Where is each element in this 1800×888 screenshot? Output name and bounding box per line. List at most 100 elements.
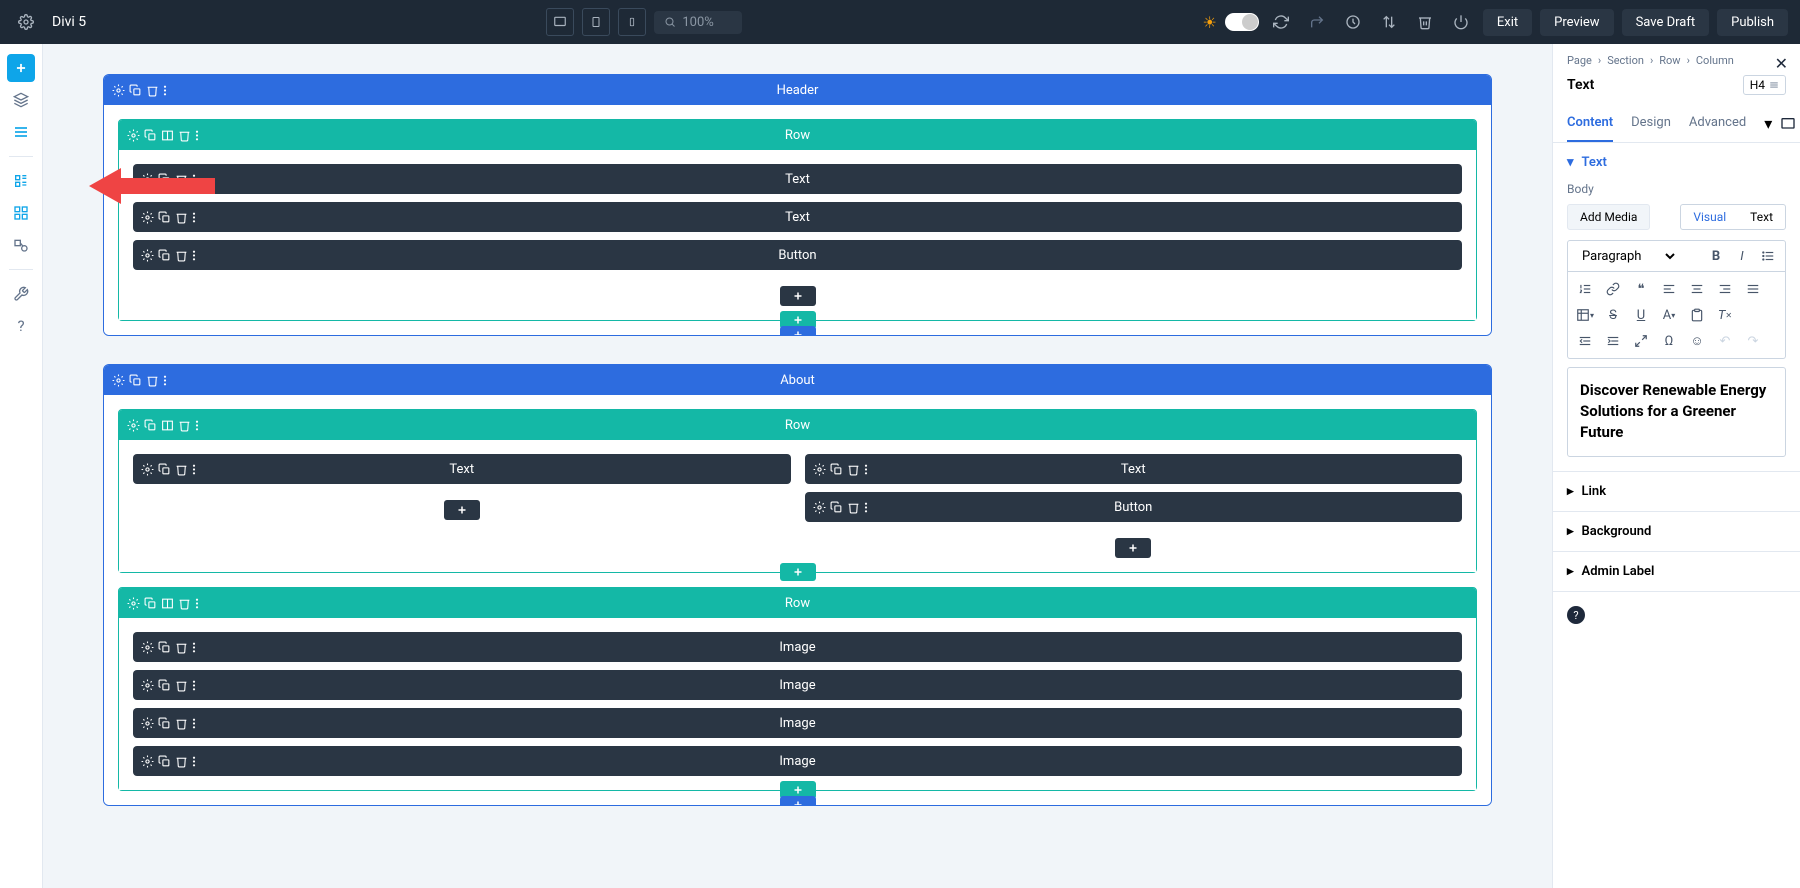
breadcrumb-item[interactable]: Column bbox=[1696, 54, 1734, 67]
more-icon[interactable] bbox=[195, 129, 199, 142]
delete-icon[interactable] bbox=[847, 463, 860, 476]
delete-icon[interactable] bbox=[178, 129, 191, 142]
more-icon[interactable] bbox=[192, 249, 196, 262]
gear-icon[interactable] bbox=[127, 419, 140, 432]
sync-icon[interactable] bbox=[1267, 8, 1295, 36]
delete-icon[interactable] bbox=[175, 755, 188, 768]
grid-mode-button[interactable] bbox=[7, 199, 35, 227]
tab-content[interactable]: Content bbox=[1567, 105, 1613, 142]
gear-icon[interactable] bbox=[141, 211, 154, 224]
publish-button[interactable]: Publish bbox=[1717, 9, 1788, 36]
delete-icon[interactable] bbox=[175, 211, 188, 224]
module-text[interactable]: Text bbox=[133, 454, 791, 484]
gear-icon[interactable] bbox=[127, 129, 140, 142]
strikethrough-button[interactable]: S bbox=[1602, 304, 1624, 326]
delete-icon[interactable] bbox=[175, 717, 188, 730]
history-icon[interactable] bbox=[1339, 8, 1367, 36]
columns-icon[interactable] bbox=[161, 419, 174, 432]
add-element-button[interactable] bbox=[7, 54, 35, 82]
delete-icon[interactable] bbox=[146, 84, 159, 97]
layers-button[interactable] bbox=[7, 86, 35, 114]
align-left-button[interactable] bbox=[1658, 278, 1680, 300]
special-char-button[interactable]: Ω bbox=[1658, 330, 1680, 352]
heading-level-selector[interactable]: H4 bbox=[1743, 75, 1786, 95]
tools-button[interactable] bbox=[7, 280, 35, 308]
add-module-button[interactable] bbox=[444, 500, 480, 520]
undo-button[interactable]: ↶ bbox=[1714, 330, 1736, 352]
duplicate-icon[interactable] bbox=[830, 501, 843, 514]
module-image[interactable]: Image bbox=[133, 708, 1462, 738]
editor-tab-text[interactable]: Text bbox=[1738, 205, 1785, 229]
delete-icon[interactable] bbox=[146, 374, 159, 387]
fullscreen-button[interactable] bbox=[1630, 330, 1652, 352]
link-mode-button[interactable] bbox=[7, 231, 35, 259]
help-button[interactable]: ? bbox=[7, 312, 35, 340]
more-icon[interactable] bbox=[163, 84, 167, 97]
zoom-input[interactable]: 100% bbox=[654, 11, 742, 34]
duplicate-icon[interactable] bbox=[158, 641, 171, 654]
link-button[interactable] bbox=[1602, 278, 1624, 300]
responsive-icon[interactable] bbox=[1780, 116, 1796, 132]
module-image[interactable]: Image bbox=[133, 746, 1462, 776]
align-center-button[interactable] bbox=[1686, 278, 1708, 300]
delete-icon[interactable] bbox=[178, 597, 191, 610]
duplicate-icon[interactable] bbox=[158, 463, 171, 476]
duplicate-icon[interactable] bbox=[158, 679, 171, 692]
columns-icon[interactable] bbox=[161, 129, 174, 142]
gear-icon[interactable] bbox=[813, 463, 826, 476]
tab-design[interactable]: Design bbox=[1631, 105, 1671, 142]
more-icon[interactable] bbox=[864, 463, 868, 476]
accordion-link-header[interactable]: ▸ Link bbox=[1553, 472, 1800, 511]
more-icon[interactable] bbox=[195, 419, 199, 432]
theme-toggle[interactable] bbox=[1225, 13, 1259, 31]
more-icon[interactable] bbox=[163, 374, 167, 387]
paragraph-select[interactable]: Paragraph bbox=[1574, 246, 1678, 267]
numbered-list-button[interactable] bbox=[1574, 278, 1596, 300]
list-button[interactable] bbox=[1757, 245, 1779, 267]
more-icon[interactable] bbox=[192, 463, 196, 476]
duplicate-icon[interactable] bbox=[158, 717, 171, 730]
redo-icon[interactable] bbox=[1303, 8, 1331, 36]
duplicate-icon[interactable] bbox=[830, 463, 843, 476]
gear-icon[interactable] bbox=[813, 501, 826, 514]
settings-icon[interactable] bbox=[12, 8, 40, 36]
more-icon[interactable] bbox=[195, 597, 199, 610]
section-header[interactable]: About bbox=[104, 365, 1491, 395]
add-module-button[interactable] bbox=[1115, 538, 1151, 558]
columns-icon[interactable] bbox=[161, 597, 174, 610]
module-button[interactable]: Button bbox=[805, 492, 1463, 522]
table-button[interactable]: ▾ bbox=[1574, 304, 1596, 326]
duplicate-icon[interactable] bbox=[129, 374, 142, 387]
gear-icon[interactable] bbox=[141, 463, 154, 476]
add-section-button[interactable] bbox=[780, 796, 816, 806]
underline-button[interactable]: U bbox=[1630, 304, 1652, 326]
add-section-button[interactable] bbox=[780, 326, 816, 336]
row-header[interactable]: Row bbox=[119, 588, 1476, 618]
exit-button[interactable]: Exit bbox=[1483, 9, 1532, 36]
editor-tab-visual[interactable]: Visual bbox=[1681, 205, 1738, 229]
gear-icon[interactable] bbox=[112, 84, 125, 97]
breadcrumb-item[interactable]: Row bbox=[1659, 54, 1680, 67]
accordion-background-header[interactable]: ▸ Background bbox=[1553, 512, 1800, 551]
more-icon[interactable] bbox=[192, 679, 196, 692]
indent-button[interactable] bbox=[1602, 330, 1624, 352]
row-header[interactable]: Row bbox=[119, 120, 1476, 150]
help-icon[interactable]: ? bbox=[1567, 606, 1585, 624]
emoji-button[interactable]: ☺ bbox=[1686, 330, 1708, 352]
gear-icon[interactable] bbox=[112, 374, 125, 387]
duplicate-icon[interactable] bbox=[158, 249, 171, 262]
gear-icon[interactable] bbox=[141, 641, 154, 654]
mobile-device-btn[interactable] bbox=[618, 8, 646, 36]
module-text[interactable]: Text bbox=[133, 164, 1462, 194]
more-icon[interactable] bbox=[192, 641, 196, 654]
breadcrumb-item[interactable]: Page bbox=[1567, 54, 1592, 67]
clear-format-button[interactable]: T✕ bbox=[1714, 304, 1736, 326]
breadcrumb-item[interactable]: Section bbox=[1607, 54, 1644, 67]
duplicate-icon[interactable] bbox=[158, 755, 171, 768]
section-header[interactable]: Header bbox=[104, 75, 1491, 105]
module-image[interactable]: Image bbox=[133, 670, 1462, 700]
wireframe-button[interactable] bbox=[7, 118, 35, 146]
duplicate-icon[interactable] bbox=[144, 419, 157, 432]
gear-icon[interactable] bbox=[127, 597, 140, 610]
click-mode-button[interactable] bbox=[7, 167, 35, 195]
